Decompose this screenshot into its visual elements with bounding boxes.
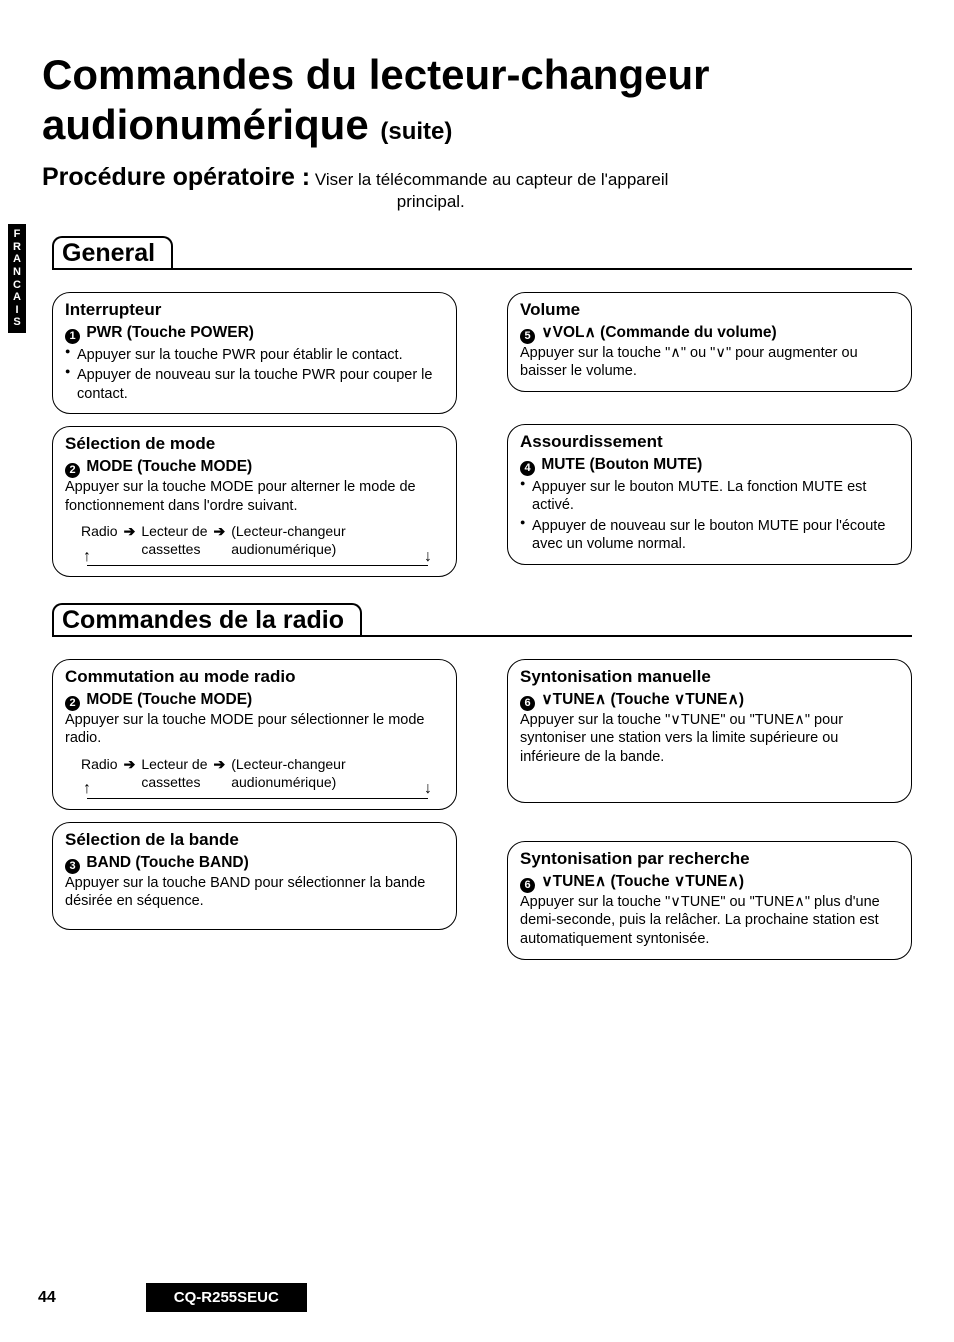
volume-label: ∨VOL∧ (Commande du volume) (541, 324, 776, 341)
box-selection-mode: Sélection de mode 2 MODE (Touche MODE) A… (52, 426, 457, 577)
number-badge-3: 3 (65, 859, 80, 874)
mute-label: MUTE (Bouton MUTE) (541, 456, 702, 473)
title-line-2: audionumérique (42, 101, 369, 148)
box-bande: Sélection de la bande 3 BAND (Touche BAN… (52, 822, 457, 930)
flow-radio: Radio (81, 523, 118, 541)
box-manuelle: Syntonisation manuelle 6 ∨TUNE∧ (Touche … (507, 659, 912, 803)
bande-desc: Appuyer sur la touche BAND pour sélectio… (65, 874, 444, 911)
procedure-desc-1: Viser la télécommande au capteur de l'ap… (315, 170, 669, 189)
bande-heading: Sélection de la bande (65, 829, 444, 851)
mode-label: MODE (Touche MODE) (86, 458, 252, 475)
manuelle-desc: Appuyer sur la touche "∨TUNE" ou "TUNE∧"… (520, 711, 899, 767)
section-radio: Commandes de la radio (52, 601, 912, 637)
flow-radio-2: Radio (81, 756, 118, 774)
recherche-desc: Appuyer sur la touche "∨TUNE" ou "TUNE∧"… (520, 893, 899, 949)
commutation-desc: Appuyer sur la touche MODE pour sélectio… (65, 711, 444, 748)
mute-b2: Appuyer de nouveau sur le bouton MUTE po… (520, 517, 899, 554)
recherche-heading: Syntonisation par recherche (520, 848, 899, 870)
flow-changeur: (Lecteur-changeuraudionumérique) (231, 523, 345, 559)
volume-desc: Appuyer sur la touche "∧" ou "∨" pour au… (520, 344, 899, 381)
recherche-label: ∨TUNE∧ (Touche ∨TUNE∧) (541, 873, 744, 890)
interrupteur-b2: Appuyer de nouveau sur la touche PWR pou… (65, 366, 444, 403)
arrow-icon: ➔ (124, 756, 136, 774)
flow-cassettes-2: Lecteur decassettes (141, 756, 207, 792)
number-badge-5: 5 (520, 329, 535, 344)
arrow-icon: ➔ (124, 523, 136, 541)
model-badge: CQ-R255SEUC (146, 1283, 307, 1312)
bande-label: BAND (Touche BAND) (86, 854, 248, 871)
mode-heading: Sélection de mode (65, 433, 444, 455)
title-suite: (suite) (380, 118, 452, 145)
box-interrupteur: Interrupteur 1 PWR (Touche POWER) Appuye… (52, 292, 457, 414)
mute-heading: Assourdissement (520, 431, 899, 453)
number-badge-4: 4 (520, 461, 535, 476)
section-general-title: General (52, 236, 173, 268)
box-mute: Assourdissement 4 MUTE (Bouton MUTE) App… (507, 424, 912, 565)
box-recherche: Syntonisation par recherche 6 ∨TUNE∧ (To… (507, 841, 912, 959)
number-badge-1: 1 (65, 329, 80, 344)
interrupteur-heading: Interrupteur (65, 299, 444, 321)
commutation-heading: Commutation au mode radio (65, 666, 444, 688)
page-number: 44 (38, 1289, 56, 1307)
number-badge-6b: 6 (520, 878, 535, 893)
flow-return-arrow-2 (87, 796, 428, 799)
manuelle-heading: Syntonisation manuelle (520, 666, 899, 688)
box-commutation: Commutation au mode radio 2 MODE (Touche… (52, 659, 457, 810)
title-line-1: Commandes du lecteur-changeur (42, 51, 709, 98)
procedure-line: Procédure opératoire : Viser la télécomm… (42, 163, 912, 212)
flow-return-arrow (87, 563, 428, 566)
number-badge-6: 6 (520, 696, 535, 711)
mode-desc: Appuyer sur la touche MODE pour alterner… (65, 478, 444, 515)
page-footer: 44 CQ-R255SEUC (38, 1283, 307, 1312)
interrupteur-b1: Appuyer sur la touche PWR pour établir l… (65, 346, 444, 365)
flow-changeur-2: (Lecteur-changeuraudionumérique) (231, 756, 345, 792)
manuelle-label: ∨TUNE∧ (Touche ∨TUNE∧) (541, 691, 744, 708)
commutation-flow: Radio ➔ Lecteur decassettes ➔ (Lecteur-c… (65, 756, 444, 799)
number-badge-2b: 2 (65, 696, 80, 711)
section-radio-title: Commandes de la radio (52, 603, 362, 635)
flow-cassettes: Lecteur decassettes (141, 523, 207, 559)
number-badge-2: 2 (65, 463, 80, 478)
interrupteur-label: PWR (Touche POWER) (86, 324, 254, 341)
mute-b1: Appuyer sur le bouton MUTE. La fonction … (520, 478, 899, 515)
language-tab: FRANCAIS (8, 224, 26, 333)
procedure-desc-2: principal. (397, 192, 465, 211)
arrow-icon: ➔ (214, 756, 226, 774)
box-volume: Volume 5 ∨VOL∧ (Commande du volume) Appu… (507, 292, 912, 392)
commutation-label: MODE (Touche MODE) (86, 691, 252, 708)
section-general: General (52, 234, 912, 270)
arrow-icon: ➔ (214, 523, 226, 541)
page-title: Commandes du lecteur-changeur audionumér… (42, 50, 912, 149)
volume-heading: Volume (520, 299, 899, 321)
mode-flow: Radio ➔ Lecteur decassettes ➔ (Lecteur-c… (65, 523, 444, 566)
procedure-label: Procédure opératoire : (42, 163, 310, 191)
